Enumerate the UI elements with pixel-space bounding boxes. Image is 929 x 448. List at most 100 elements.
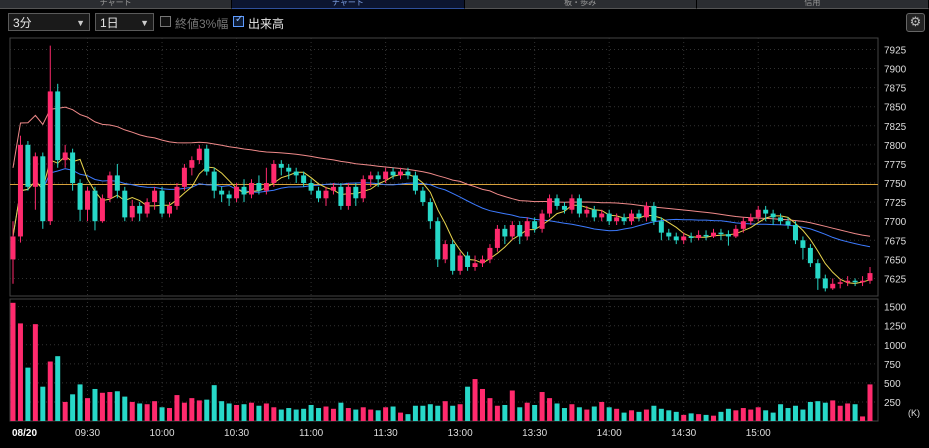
- volume-bar: [70, 394, 76, 421]
- interval-select[interactable]: 3分 ▼: [8, 13, 90, 31]
- candle-body: [286, 167, 292, 172]
- candle-body: [755, 209, 761, 218]
- volume-bar: [420, 405, 426, 421]
- volume-bar: [509, 390, 515, 421]
- gear-icon[interactable]: ⚙: [906, 13, 925, 32]
- volume-bar: [837, 405, 843, 421]
- volume-bar: [47, 361, 53, 421]
- tab-bar: チャート チャート 板・歩み 信用: [0, 0, 929, 9]
- volume-bar: [219, 401, 225, 421]
- tab-0[interactable]: チャート: [0, 0, 233, 9]
- time-tick-label: 13:30: [522, 428, 547, 439]
- candle-body: [860, 280, 866, 283]
- volume-bar: [427, 404, 433, 421]
- volume-bar: [32, 324, 38, 421]
- price-tick-label: 7625: [884, 274, 907, 285]
- candle-body: [457, 255, 463, 271]
- volume-bar: [330, 408, 336, 421]
- volume-bar: [666, 410, 672, 421]
- candle-body: [792, 225, 798, 241]
- volume-bar: [234, 404, 240, 421]
- candle-body: [256, 183, 262, 191]
- candle-body: [815, 263, 821, 279]
- volume-bar: [181, 402, 187, 421]
- candle-body: [99, 198, 105, 222]
- volume-bar: [390, 406, 396, 421]
- volume-bar: [99, 392, 105, 421]
- candle-body: [383, 171, 389, 180]
- volume-bar: [114, 391, 120, 421]
- candle-body: [181, 167, 187, 187]
- candle-body: [845, 280, 851, 283]
- volume-bar: [591, 406, 597, 421]
- volume-bar: [107, 392, 113, 421]
- candle-body: [47, 91, 53, 222]
- price-tick-label: 7925: [884, 45, 907, 56]
- volume-bar: [815, 401, 821, 421]
- tab-1[interactable]: チャート: [232, 0, 465, 9]
- candle-body: [129, 205, 135, 218]
- candle-body: [278, 163, 284, 168]
- volume-bar: [778, 404, 784, 421]
- volume-bar: [711, 415, 717, 421]
- volume-bar: [189, 398, 195, 421]
- time-tick-label: 14:30: [671, 428, 696, 439]
- candle-body: [189, 160, 195, 168]
- candle-body: [174, 186, 180, 206]
- volume-bar: [748, 409, 754, 421]
- candle-body: [55, 91, 61, 161]
- volume-bar: [688, 413, 694, 421]
- volume-bar: [830, 400, 836, 421]
- volume-bar: [271, 407, 277, 421]
- volume-bar: [479, 388, 485, 421]
- volume-tick-label: 1000: [884, 341, 907, 352]
- tab-3[interactable]: 信用: [696, 0, 929, 9]
- candle-body: [77, 183, 83, 210]
- volume-bar: [569, 404, 575, 421]
- volume-bar: [10, 302, 16, 421]
- volume-bar: [166, 408, 172, 421]
- candle-body: [412, 175, 418, 191]
- volume-bar: [40, 386, 46, 421]
- volume-bar: [263, 403, 269, 421]
- price-volume-chart[interactable]: 7625 7650 7675 7700 7725 7750 7775 7800 7825 7850…: [0, 36, 929, 448]
- candle-body: [830, 283, 836, 289]
- candle-body: [390, 171, 396, 176]
- volume-bar: [636, 411, 642, 421]
- candle-body: [293, 171, 299, 176]
- volume-bar: [152, 401, 158, 421]
- volume-bar: [696, 414, 702, 421]
- candle-body: [487, 247, 493, 260]
- close-3pct-checkbox[interactable]: [160, 16, 171, 27]
- time-tick-label: 10:00: [150, 428, 175, 439]
- volume-bar: [248, 402, 254, 421]
- candle-body: [159, 190, 165, 214]
- volume-bar: [755, 407, 761, 421]
- tab-2[interactable]: 板・歩み: [464, 0, 697, 9]
- candle-body: [107, 175, 113, 199]
- candle-body: [398, 171, 404, 176]
- volume-bar: [375, 410, 381, 421]
- candle-body: [330, 186, 336, 191]
- volume-bar: [226, 403, 232, 421]
- volume-bar: [472, 379, 478, 421]
- time-tick-label: 09:30: [75, 428, 100, 439]
- volume-bar: [338, 402, 344, 421]
- time-tick-label: 11:00: [299, 428, 324, 439]
- candle-body: [599, 213, 605, 218]
- period-select[interactable]: 1日 ▼: [95, 13, 154, 31]
- candle-body: [25, 144, 31, 187]
- time-tick-label: 13:00: [448, 428, 473, 439]
- candle-body: [427, 202, 433, 222]
- volume-bar: [658, 408, 664, 421]
- candle-body: [226, 194, 232, 199]
- volume-bar: [465, 386, 471, 421]
- candle-body: [703, 234, 709, 237]
- volume-tick-label: 1250: [884, 322, 907, 333]
- volume-bar: [673, 411, 679, 421]
- candle-body: [472, 263, 478, 267]
- volume-bar: [852, 404, 858, 421]
- volume-checkbox[interactable]: [233, 14, 244, 27]
- volume-bar: [614, 408, 620, 421]
- candle-body: [234, 186, 240, 199]
